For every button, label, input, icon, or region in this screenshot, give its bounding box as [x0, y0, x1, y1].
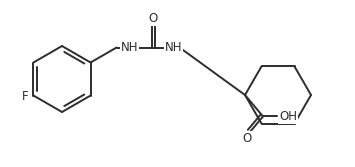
Text: F: F [22, 90, 28, 103]
Text: O: O [242, 132, 252, 145]
Text: NH: NH [165, 41, 182, 54]
Text: NH: NH [121, 41, 138, 54]
Text: O: O [148, 12, 157, 25]
Text: OH: OH [279, 110, 297, 123]
